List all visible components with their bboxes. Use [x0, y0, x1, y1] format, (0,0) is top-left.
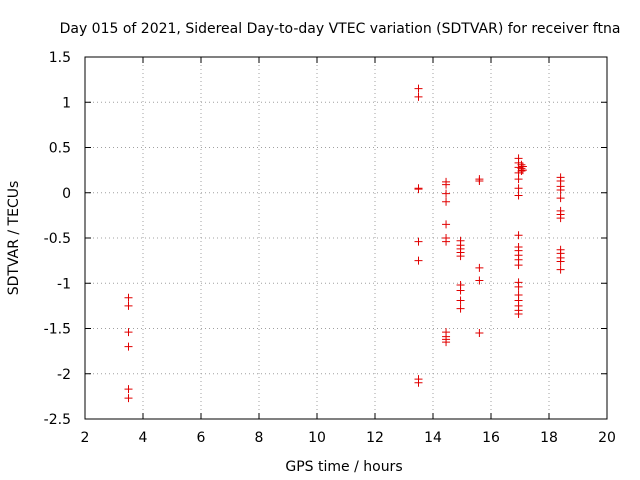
x-tick-label: 2 [81, 430, 90, 446]
x-tick-label: 6 [197, 430, 206, 446]
data-point [517, 167, 526, 176]
data-point [475, 176, 484, 185]
y-tick-label: 1 [62, 95, 71, 111]
data-point [475, 263, 484, 272]
data-point [475, 276, 484, 285]
data-point [556, 265, 565, 274]
data-point [442, 338, 451, 347]
axis-ticks: 2 4 6 8 10 12 14 16 18 20 -2.5 -2 -1.5 -1 -0.5 0 0.5 1 1.5 [44, 50, 616, 446]
data-point [514, 282, 523, 291]
x-tick-label: 10 [308, 430, 326, 446]
y-tick-label: 1.5 [49, 50, 71, 66]
grid-lines [85, 57, 607, 419]
y-tick-label: -0.5 [44, 231, 71, 247]
data-point [124, 394, 133, 403]
data-point [518, 166, 527, 175]
x-tick-label: 12 [366, 430, 384, 446]
data-point [556, 186, 565, 195]
data-point [514, 175, 523, 184]
data-point [556, 214, 565, 223]
data-point [414, 378, 423, 387]
data-point [456, 304, 465, 313]
y-tick-label: 0.5 [49, 141, 71, 157]
data-point [442, 189, 451, 198]
data-point [414, 84, 423, 93]
data-point [124, 293, 133, 302]
data-point [442, 220, 451, 229]
data-point [442, 237, 451, 246]
data-point [414, 92, 423, 101]
data-point [124, 301, 133, 310]
y-tick-label: -1.5 [44, 322, 71, 338]
x-tick-label: 18 [540, 430, 558, 446]
data-point [514, 184, 523, 193]
data-point [124, 342, 133, 351]
x-tick-label: 8 [255, 430, 264, 446]
y-tick-label: 0 [62, 186, 71, 202]
chart-title: Day 015 of 2021, Sidereal Day-to-day VTE… [60, 21, 621, 37]
data-points [124, 84, 565, 403]
data-point [442, 180, 451, 189]
data-point [514, 261, 523, 270]
data-point [514, 191, 523, 200]
y-tick-label: -1 [57, 276, 71, 292]
x-tick-label: 20 [598, 430, 616, 446]
data-point [514, 231, 523, 240]
data-point [456, 252, 465, 261]
data-point [442, 197, 451, 206]
data-point [414, 256, 423, 265]
x-tick-label: 14 [424, 430, 442, 446]
data-point [556, 257, 565, 266]
y-tick-label: -2 [57, 367, 71, 383]
data-point [124, 385, 133, 394]
y-axis-label: SDTVAR / TECUs [6, 181, 22, 296]
data-point [456, 296, 465, 305]
x-tick-label: 4 [139, 430, 148, 446]
data-point [456, 286, 465, 295]
data-point [514, 310, 523, 319]
data-point [475, 329, 484, 338]
x-axis-label: GPS time / hours [285, 459, 402, 475]
y-tick-label: -2.5 [44, 412, 71, 428]
data-point [124, 328, 133, 337]
data-point [414, 237, 423, 246]
data-point [414, 185, 423, 194]
x-tick-label: 16 [482, 430, 500, 446]
data-point [556, 194, 565, 203]
